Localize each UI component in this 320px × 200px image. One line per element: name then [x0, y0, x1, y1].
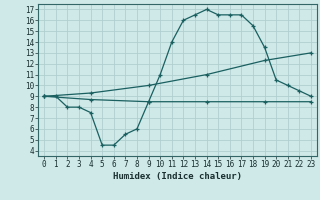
X-axis label: Humidex (Indice chaleur): Humidex (Indice chaleur) [113, 172, 242, 181]
